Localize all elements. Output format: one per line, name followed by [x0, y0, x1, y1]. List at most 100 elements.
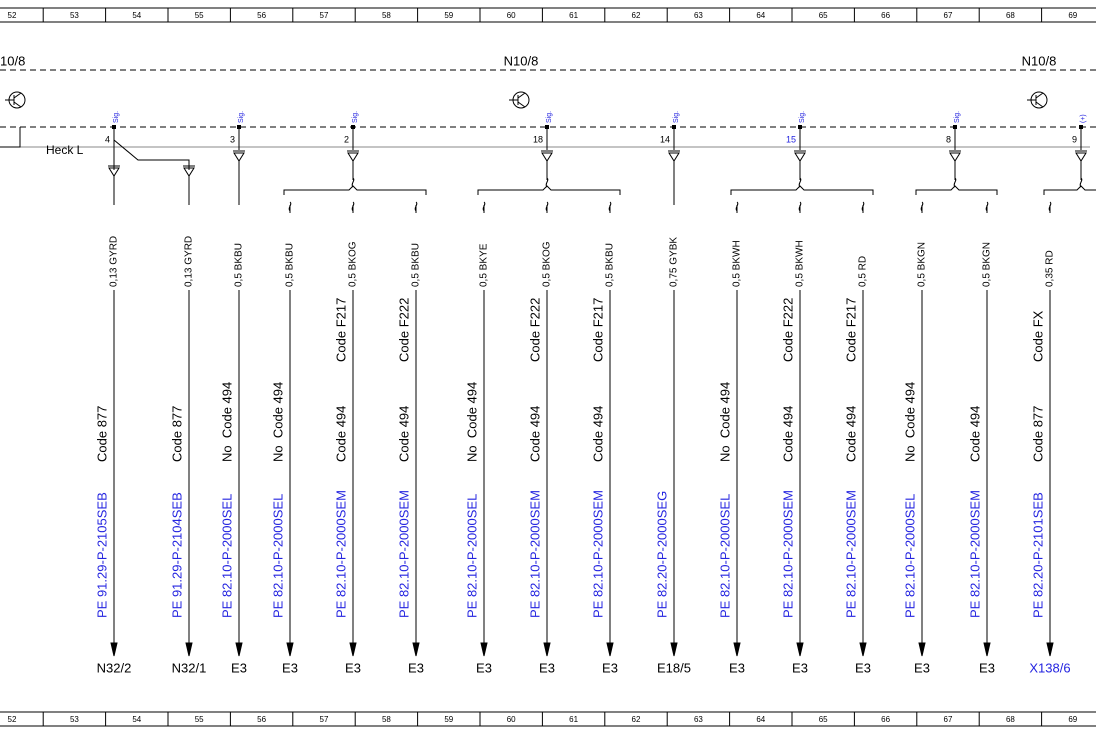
ruler-label: 68 — [1006, 11, 1015, 20]
wire-label: 0,5 BKGN — [917, 242, 928, 287]
code-condition: No Code 494 — [219, 382, 234, 462]
ruler-label: 62 — [632, 715, 641, 724]
wire-arrow — [918, 642, 926, 657]
ruler-label: 69 — [1068, 715, 1077, 724]
wire-arrow — [796, 642, 804, 657]
pin-signal: Sig. — [352, 111, 359, 123]
destination: E3 — [539, 660, 555, 675]
wire-arrow — [670, 642, 678, 657]
connector-edge — [0, 127, 21, 148]
wire-arrow — [480, 642, 488, 657]
code-condition: Code 877 — [1030, 406, 1045, 462]
terminal — [668, 152, 680, 162]
ruler-label: 61 — [569, 11, 578, 20]
pin-number: 4 — [105, 134, 110, 144]
reference: PE 91.29-P-2104SEB — [169, 492, 184, 618]
destination: E3 — [914, 660, 930, 675]
reference: PE 82.10-P-2000SEM — [333, 490, 348, 618]
reference: PE 91.29-P-2105SEB — [94, 492, 109, 618]
wire-label: 0,5 BKYE — [479, 243, 490, 287]
pin-signal: Sig. — [954, 111, 961, 123]
wire-arrow — [349, 642, 357, 657]
terminal — [794, 152, 806, 162]
pin — [672, 125, 676, 129]
wire-label: 0,5 BKOG — [542, 241, 553, 287]
ruler-label: 60 — [507, 11, 516, 20]
terminal — [233, 152, 245, 162]
destination: E3 — [729, 660, 745, 675]
pin-signal: Sig. — [238, 111, 245, 123]
ruler-label: 64 — [756, 715, 765, 724]
destination: E3 — [979, 660, 995, 675]
ruler-label: 69 — [1068, 11, 1077, 20]
pin-number: 14 — [660, 134, 670, 144]
wire-arrow — [1046, 642, 1054, 657]
module-label: N10/8 — [1022, 53, 1057, 68]
terminal — [541, 152, 553, 162]
destination: E3 — [282, 660, 298, 675]
destination: N32/2 — [97, 660, 132, 675]
wire-label: 0,5 RD — [858, 256, 869, 287]
module-label: N10/8 — [504, 53, 539, 68]
code-condition: No Code 494 — [717, 382, 732, 462]
destination: E3 — [855, 660, 871, 675]
wire-label: 0,5 BKBU — [411, 243, 422, 287]
pin — [351, 125, 355, 129]
ruler-label: 56 — [257, 11, 266, 20]
code-condition: Code 494 — [780, 406, 795, 462]
ruler-label: 64 — [756, 11, 765, 20]
ruler-label: 52 — [8, 11, 17, 20]
ruler-label: 66 — [881, 11, 890, 20]
wire-label: 0,13 GYRD — [109, 236, 120, 287]
destination: E18/5 — [657, 660, 691, 675]
ruler-label: 53 — [70, 11, 79, 20]
reference: PE 82.10-P-2000SEL — [270, 494, 285, 618]
wire-arrow — [185, 642, 193, 657]
wire-label: 0,13 GYRD — [184, 236, 195, 287]
wire-arrow — [235, 642, 243, 657]
wire-arrow — [412, 642, 420, 657]
ruler-label: 66 — [881, 715, 890, 724]
ruler-label: 67 — [944, 11, 953, 20]
ruler-label: 59 — [444, 11, 453, 20]
pin-number: 8 — [946, 134, 951, 144]
reference: PE 82.10-P-2000SEM — [590, 490, 605, 618]
terminal — [1075, 152, 1087, 162]
code-option: Code F222 — [780, 298, 795, 362]
wire-label: 0,5 BKWH — [732, 240, 743, 287]
harness-label: Heck L — [46, 143, 84, 157]
ruler-label: 61 — [569, 715, 578, 724]
wire-arrow — [733, 642, 741, 657]
ruler-label: 58 — [382, 715, 391, 724]
reference: PE 82.10-P-2000SEL — [717, 494, 732, 618]
destination: N32/1 — [172, 660, 207, 675]
pin-signal: Sig. — [673, 111, 680, 123]
ruler-label: 60 — [507, 715, 516, 724]
ruler-label: 65 — [819, 715, 828, 724]
splice-bracket — [1043, 185, 1096, 195]
module-symbol — [509, 92, 526, 108]
wire-label: 0,35 RD — [1045, 250, 1056, 287]
terminal — [108, 167, 120, 177]
ruler-label: 54 — [132, 11, 141, 20]
wire-label: 0,5 BKBU — [605, 243, 616, 287]
code-condition: Code 494 — [967, 406, 982, 462]
pin-number: 2 — [344, 134, 349, 144]
ruler-label: 63 — [694, 715, 703, 724]
ruler-label: 52 — [8, 715, 17, 724]
code-condition: Code 877 — [169, 406, 184, 462]
ruler-label: 57 — [320, 715, 329, 724]
destination: E3 — [792, 660, 808, 675]
code-condition: Code 494 — [333, 406, 348, 462]
destination: E3 — [231, 660, 247, 675]
pin — [1079, 125, 1083, 129]
splice-bracket — [477, 185, 621, 195]
pin-signal: Sig. — [546, 111, 553, 123]
splice-bracket — [915, 185, 998, 195]
wire-label: 0,5 BKOG — [348, 241, 359, 287]
pin-signal: Sig. — [113, 111, 120, 123]
code-condition: Code 877 — [94, 406, 109, 462]
pin-signal: (+) — [1080, 114, 1087, 123]
